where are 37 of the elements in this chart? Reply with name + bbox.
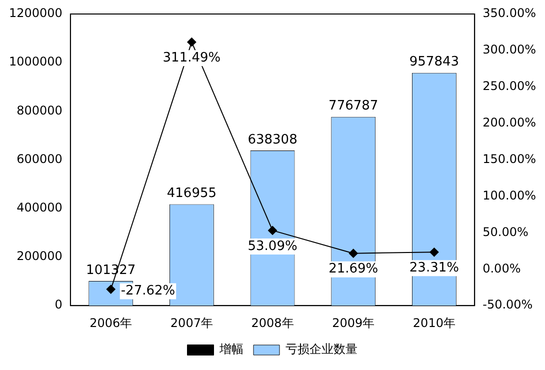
- data-label: 638308: [248, 132, 298, 148]
- y-tick-label: 0: [54, 298, 62, 312]
- data-label: 311.49%: [162, 50, 221, 66]
- x-tick-label: 2009年: [332, 316, 375, 330]
- data-label: 23.31%: [409, 260, 459, 276]
- y2-tick-label: 100.00%: [482, 188, 536, 202]
- data-label: 776787: [328, 98, 378, 114]
- data-label: 53.09%: [248, 238, 298, 254]
- y2-tick-label: 200.00%: [482, 115, 536, 130]
- y-tick-label: 200000: [16, 249, 62, 264]
- y2-tick-label: 250.00%: [482, 79, 536, 94]
- data-label: -27.62%: [120, 284, 176, 299]
- point: [187, 38, 196, 47]
- y2-tick-label: 0.00%: [482, 261, 521, 276]
- x-tick-label: 2008年: [251, 316, 294, 330]
- x-tick-label: 2007年: [170, 316, 213, 330]
- y-tick-label: 1000000: [8, 54, 62, 69]
- y-tick-label: 1200000: [8, 6, 62, 20]
- data-label: 416955: [166, 186, 217, 202]
- x-tick-label: 2010年: [412, 316, 456, 330]
- point: [348, 248, 358, 258]
- point: [106, 284, 116, 294]
- y2-tick-label: 50.00%: [482, 224, 528, 239]
- y-tick-label: 400000: [16, 200, 62, 215]
- y2-tick-label: 150.00%: [482, 152, 536, 166]
- y2-tick-label: 300.00%: [482, 42, 536, 57]
- y-tick-label: 600000: [16, 152, 62, 166]
- point: [430, 248, 439, 257]
- y2-tick-label: 350.00%: [482, 6, 536, 20]
- data-label: 957843: [409, 54, 460, 70]
- legend-label: 亏损企业数量: [286, 342, 358, 356]
- y2-tick-label: -50.00%: [482, 298, 533, 312]
- y-tick-label: 800000: [16, 103, 62, 118]
- legend-label: 增幅: [218, 342, 244, 356]
- x-tick-label: 2006年: [90, 316, 132, 330]
- point: [268, 226, 278, 235]
- data-label: 21.69%: [328, 262, 378, 277]
